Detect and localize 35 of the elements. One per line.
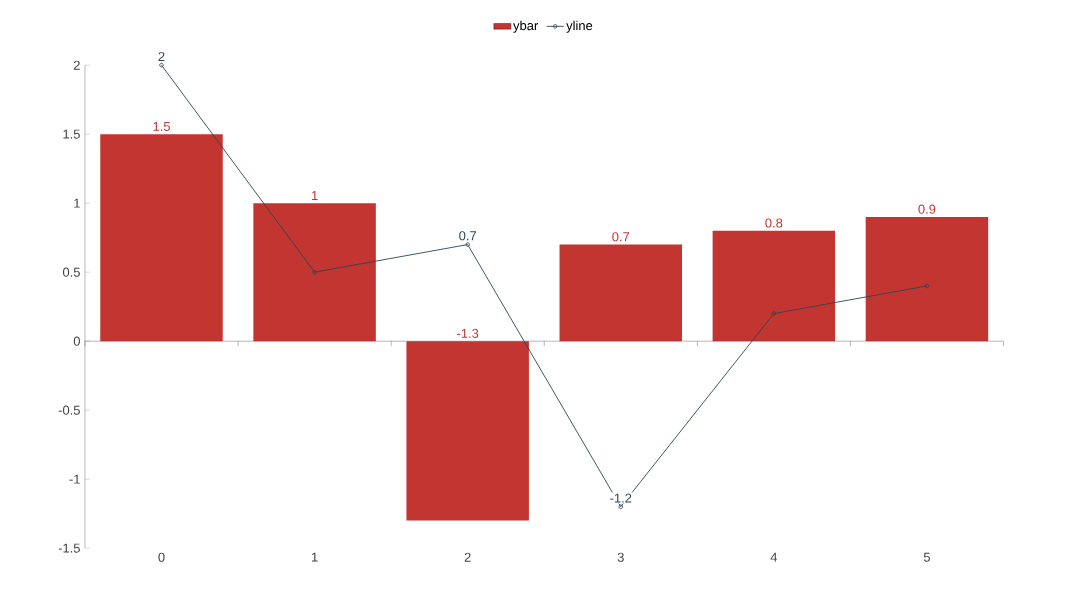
y-tick-label: 1.5 [63,129,80,139]
bar [865,216,989,342]
x-tick-label: 2 [464,552,471,562]
point [618,504,623,510]
bar [559,244,682,342]
point [465,242,470,247]
bar [712,230,836,342]
legend-label: ybar [513,20,539,33]
y-tick-label: 1 [74,198,80,208]
bar [253,203,376,342]
bar [100,134,223,342]
data-label: 0.8 [765,218,783,228]
data-label: 1 [311,191,318,200]
legend-label: yline [566,20,593,33]
y-tick-label: -1.5 [58,543,80,553]
x-tick-label: 4 [770,552,778,562]
data-label: -1.3 [457,328,479,338]
data-label: 1.5 [153,121,170,131]
x-tick-label: 5 [923,552,930,562]
x-tick-label: 3 [617,552,624,562]
x-tick-label: 1 [311,552,318,562]
x-tick-label: 0 [158,552,165,562]
bar [406,341,529,521]
data-label: -1.2 [610,493,632,503]
point [771,311,777,316]
y-tick-label: 0 [73,336,80,346]
data-label: 0.7 [459,231,477,241]
data-label: 0.9 [918,204,936,214]
y-tick-label: 2 [73,60,80,70]
data-label: 0.7 [612,232,630,242]
point [312,269,317,275]
y-tick-label: 0.5 [62,267,80,277]
y-tick-label: -1 [69,474,80,484]
data-label: 2 [158,51,165,61]
y-tick-label: -0.5 [58,405,80,415]
